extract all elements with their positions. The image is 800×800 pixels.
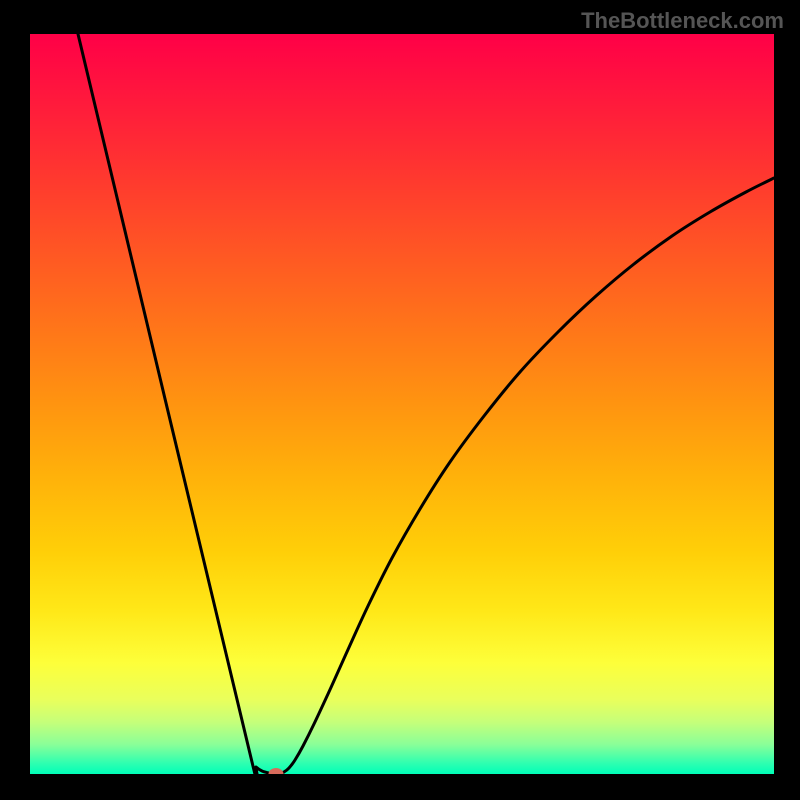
bottleneck-curve	[30, 34, 774, 774]
optimal-point-marker	[269, 768, 284, 774]
watermark-text: TheBottleneck.com	[581, 8, 784, 34]
chart-plot-area	[30, 34, 774, 774]
